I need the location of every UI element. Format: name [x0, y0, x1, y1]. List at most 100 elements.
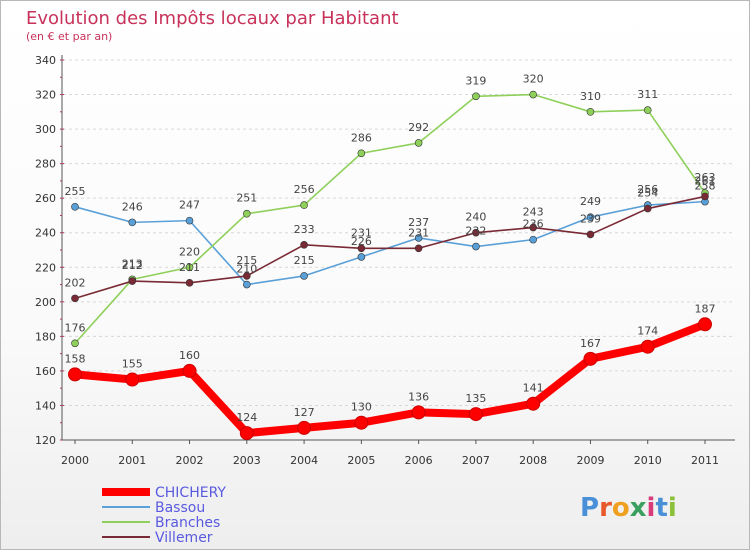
- data-point: [243, 209, 251, 218]
- x-tick-label: 2011: [691, 454, 719, 467]
- x-tick-label: 2001: [118, 454, 146, 467]
- y-tick-label: 160: [35, 365, 56, 378]
- logo-letter: t: [655, 493, 667, 523]
- data-point: [586, 230, 595, 239]
- data-label: 174: [637, 325, 658, 338]
- data-label: 237: [408, 216, 429, 229]
- data-label: 247: [179, 199, 200, 212]
- data-point: [526, 396, 541, 411]
- data-label: 232: [465, 225, 486, 238]
- data-label: 124: [236, 411, 257, 424]
- data-point: [185, 216, 194, 225]
- data-label: 233: [294, 223, 315, 236]
- data-label: 187: [695, 302, 716, 315]
- data-label: 231: [408, 226, 429, 239]
- data-point: [68, 367, 82, 382]
- legend-label-chichery: CHICHERY: [155, 485, 226, 501]
- data-point: [182, 363, 197, 378]
- data-point: [357, 149, 366, 158]
- data-label: 246: [122, 200, 143, 213]
- data-label: 256: [294, 183, 315, 196]
- data-label: 141: [523, 382, 544, 395]
- x-tick-label: 2010: [634, 454, 662, 467]
- x-tick-label: 2003: [233, 454, 261, 467]
- data-point: [71, 294, 79, 303]
- data-point: [414, 244, 423, 253]
- chart-subtitle: (en € et par an): [26, 30, 112, 43]
- series-line-branches: [74, 93, 706, 345]
- y-tick-label: 300: [35, 123, 56, 136]
- y-tick-label: 120: [35, 434, 56, 447]
- data-label: 292: [408, 121, 429, 134]
- logo-letter: i: [668, 493, 677, 523]
- logo-letter: o: [612, 493, 630, 523]
- data-point: [468, 407, 483, 422]
- data-label: 240: [465, 211, 486, 224]
- x-tick-label: 2008: [519, 454, 547, 467]
- data-label: 310: [580, 90, 601, 103]
- data-label: 263: [695, 171, 716, 184]
- y-tick-label: 340: [35, 54, 56, 67]
- data-label: 136: [408, 390, 429, 403]
- data-point: [128, 277, 137, 285]
- data-label: 236: [523, 218, 544, 231]
- series-line-chichery: [71, 320, 709, 438]
- data-label: 213: [122, 257, 143, 270]
- data-label: 215: [236, 254, 257, 267]
- logo-letter: P: [580, 493, 599, 523]
- x-tick-label: 2004: [290, 454, 318, 467]
- data-point: [357, 253, 366, 261]
- data-label: 239: [580, 212, 601, 225]
- data-label: 167: [580, 337, 601, 350]
- chart-title: Evolution des Impôts locaux par Habitant: [26, 8, 399, 29]
- legend-label-villemer: Villemer: [155, 530, 213, 546]
- y-tick-label: 140: [35, 399, 56, 412]
- x-tick-label: 2002: [176, 454, 204, 467]
- data-point: [529, 235, 537, 244]
- data-point: [472, 92, 480, 101]
- data-label: 127: [294, 406, 315, 419]
- data-label: 226: [351, 235, 372, 248]
- data-label: 261: [695, 174, 716, 187]
- x-tick-label: 2005: [347, 454, 375, 467]
- data-point: [414, 234, 423, 242]
- data-label: 320: [523, 73, 544, 86]
- data-point: [698, 317, 712, 332]
- data-point: [243, 280, 251, 289]
- data-label: 258: [695, 180, 716, 193]
- y-tick-label: 280: [35, 158, 56, 171]
- data-point: [583, 351, 598, 366]
- data-label: 212: [122, 259, 143, 272]
- series-line-villemer: [74, 195, 706, 300]
- legend-label-branches: Branches: [155, 515, 220, 531]
- x-tick-label: 2009: [576, 454, 604, 467]
- data-point: [411, 405, 426, 420]
- data-point: [300, 201, 308, 209]
- data-label: 251: [236, 192, 257, 205]
- data-point: [297, 420, 312, 435]
- y-tick-label: 320: [35, 89, 56, 102]
- logo-letter: r: [599, 493, 612, 523]
- series-line-bassou: [74, 200, 706, 286]
- data-point: [185, 263, 194, 272]
- data-point: [701, 192, 709, 201]
- data-label: 158: [65, 352, 86, 365]
- data-point: [586, 108, 595, 116]
- data-point: [354, 415, 369, 430]
- data-point: [300, 272, 308, 280]
- y-tick-label: 180: [35, 330, 56, 343]
- data-label: 286: [351, 131, 372, 144]
- data-point: [529, 223, 537, 232]
- data-label: 311: [637, 88, 658, 101]
- data-point: [357, 244, 366, 253]
- data-point: [71, 339, 79, 348]
- y-tick-label: 240: [35, 227, 56, 240]
- x-tick-label: 2007: [462, 454, 490, 467]
- data-point: [640, 339, 655, 354]
- data-label: 255: [65, 185, 86, 198]
- data-point: [243, 272, 251, 280]
- data-point: [472, 242, 480, 251]
- logo-letter: i: [647, 493, 656, 523]
